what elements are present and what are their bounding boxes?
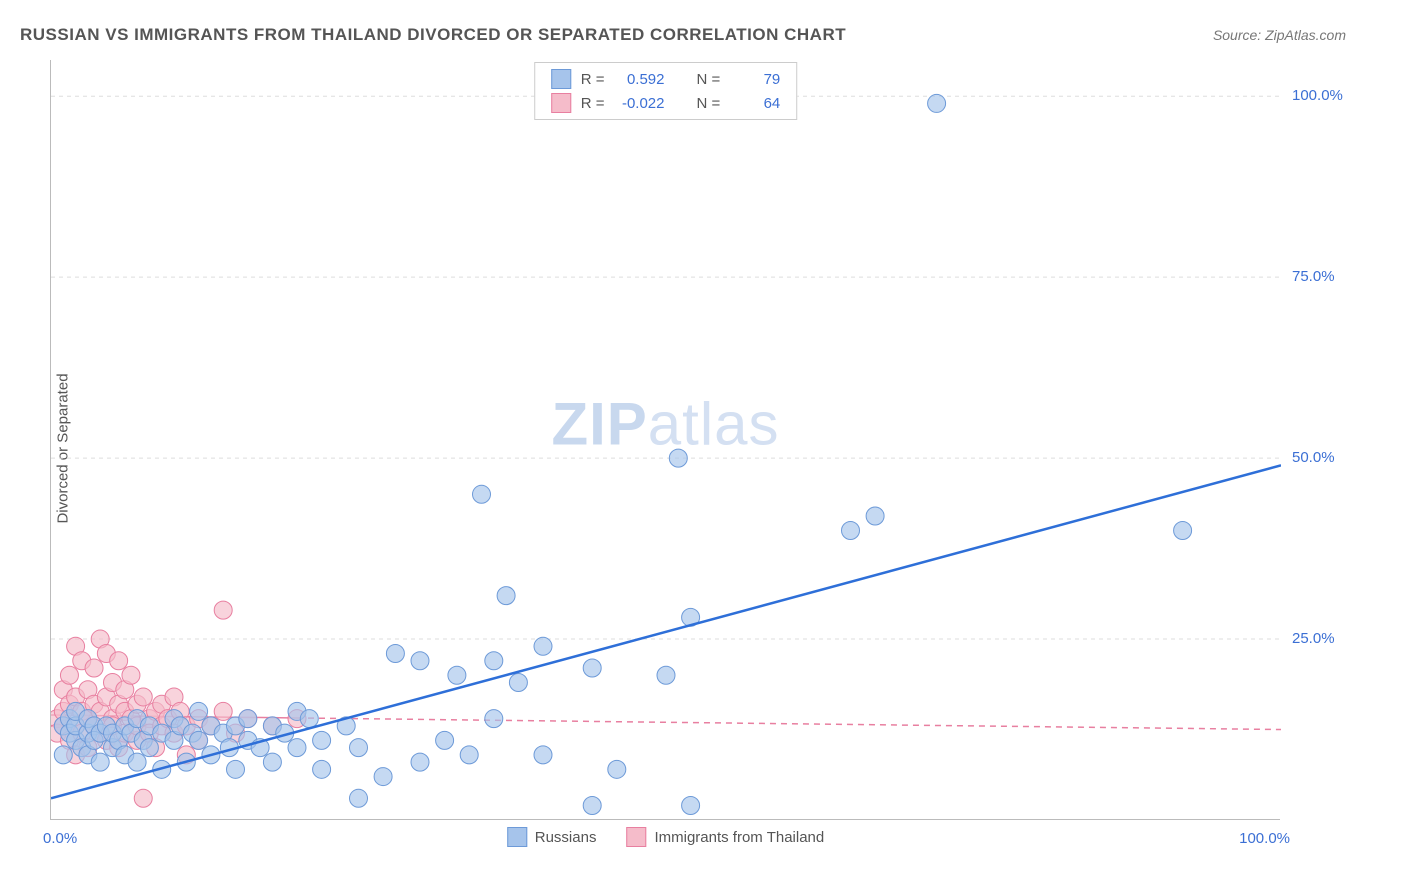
point-russians bbox=[140, 739, 158, 757]
trendline-russians bbox=[51, 465, 1281, 798]
point-thailand bbox=[214, 702, 232, 720]
point-russians bbox=[583, 659, 601, 677]
point-russians bbox=[866, 507, 884, 525]
legend-label-russians: Russians bbox=[535, 829, 597, 846]
legend-label-thailand: Immigrants from Thailand bbox=[654, 829, 824, 846]
point-russians bbox=[190, 702, 208, 720]
point-russians bbox=[411, 753, 429, 771]
point-thailand bbox=[214, 601, 232, 619]
chart-title: RUSSIAN VS IMMIGRANTS FROM THAILAND DIVO… bbox=[20, 25, 846, 45]
point-russians bbox=[460, 746, 478, 764]
point-russians bbox=[583, 797, 601, 815]
point-russians bbox=[54, 746, 72, 764]
point-russians bbox=[313, 731, 331, 749]
point-thailand bbox=[60, 666, 78, 684]
y-tick-label: 25.0% bbox=[1292, 630, 1352, 647]
swatch-russians-b bbox=[507, 827, 527, 847]
point-russians bbox=[386, 645, 404, 663]
legend-bottom: Russians Immigrants from Thailand bbox=[507, 827, 825, 847]
point-russians bbox=[350, 789, 368, 807]
point-russians bbox=[411, 652, 429, 670]
point-russians bbox=[497, 587, 515, 605]
r-value-russians: 0.592 bbox=[615, 71, 665, 88]
point-russians bbox=[128, 753, 146, 771]
point-russians bbox=[350, 739, 368, 757]
source-label: Source: ZipAtlas.com bbox=[1213, 27, 1346, 43]
point-russians bbox=[608, 760, 626, 778]
point-russians bbox=[91, 753, 109, 771]
point-russians bbox=[473, 485, 491, 503]
point-russians bbox=[436, 731, 454, 749]
point-russians bbox=[534, 637, 552, 655]
point-russians bbox=[534, 746, 552, 764]
x-tick-label: 100.0% bbox=[1239, 830, 1290, 847]
point-russians bbox=[239, 710, 257, 728]
title-row: RUSSIAN VS IMMIGRANTS FROM THAILAND DIVO… bbox=[0, 0, 1406, 53]
swatch-thailand-b bbox=[626, 827, 646, 847]
trendline-thailand-dash bbox=[297, 718, 1281, 730]
point-thailand bbox=[110, 652, 128, 670]
swatch-thailand bbox=[551, 93, 571, 113]
point-russians bbox=[669, 449, 687, 467]
point-thailand bbox=[85, 659, 103, 677]
legend-row-thailand: R = -0.022 N = 64 bbox=[551, 91, 781, 115]
point-russians bbox=[448, 666, 466, 684]
point-russians bbox=[842, 521, 860, 539]
point-russians bbox=[263, 753, 281, 771]
point-russians bbox=[300, 710, 318, 728]
chart-container: RUSSIAN VS IMMIGRANTS FROM THAILAND DIVO… bbox=[0, 0, 1406, 892]
point-russians bbox=[288, 739, 306, 757]
legend-item-russians: Russians bbox=[507, 827, 597, 847]
point-russians bbox=[227, 760, 245, 778]
point-russians bbox=[313, 760, 331, 778]
x-tick-label: 0.0% bbox=[43, 830, 77, 847]
plot-area: Divorced or Separated ZIPatlas R = 0.592… bbox=[50, 60, 1280, 820]
point-russians bbox=[682, 797, 700, 815]
point-russians bbox=[485, 710, 503, 728]
point-thailand bbox=[134, 789, 152, 807]
r-label: R = bbox=[581, 95, 605, 112]
swatch-russians bbox=[551, 69, 571, 89]
legend-correlation-box: R = 0.592 N = 79 R = -0.022 N = 64 bbox=[534, 62, 798, 120]
point-russians bbox=[374, 768, 392, 786]
r-label: R = bbox=[581, 71, 605, 88]
point-russians bbox=[657, 666, 675, 684]
point-russians bbox=[509, 673, 527, 691]
y-tick-label: 50.0% bbox=[1292, 449, 1352, 466]
n-label: N = bbox=[697, 95, 721, 112]
point-thailand bbox=[134, 688, 152, 706]
r-value-thailand: -0.022 bbox=[615, 95, 665, 112]
n-label: N = bbox=[697, 71, 721, 88]
y-tick-label: 100.0% bbox=[1292, 87, 1352, 104]
point-thailand bbox=[122, 666, 140, 684]
n-value-russians: 79 bbox=[730, 71, 780, 88]
point-russians bbox=[190, 731, 208, 749]
point-russians bbox=[1174, 521, 1192, 539]
plot-svg bbox=[51, 60, 1281, 820]
point-russians bbox=[928, 94, 946, 112]
legend-row-russians: R = 0.592 N = 79 bbox=[551, 67, 781, 91]
y-tick-label: 75.0% bbox=[1292, 268, 1352, 285]
legend-item-thailand: Immigrants from Thailand bbox=[626, 827, 824, 847]
point-russians bbox=[485, 652, 503, 670]
n-value-thailand: 64 bbox=[730, 95, 780, 112]
